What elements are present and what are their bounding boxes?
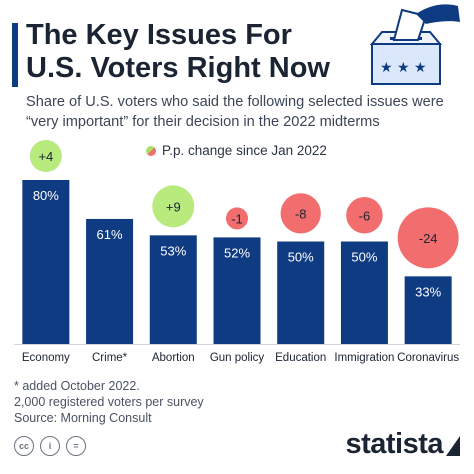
statista-logo[interactable]: statista <box>345 428 460 461</box>
footnote-sample: 2,000 registered voters per survey <box>14 395 204 409</box>
cc-icon[interactable]: cc <box>14 436 34 456</box>
change-bubble <box>152 185 195 228</box>
change-bubble <box>397 207 459 269</box>
page-subtitle: Share of U.S. voters who said the follow… <box>26 94 444 130</box>
bar-value-label: 80% <box>33 188 59 203</box>
bar-value-label: 33% <box>415 284 441 299</box>
change-bubble <box>226 207 248 230</box>
change-label: -6 <box>359 208 371 223</box>
category-label: Gun policy <box>210 352 265 364</box>
brand-name: statista <box>345 428 443 460</box>
change-label: +9 <box>166 199 181 214</box>
change-label: -8 <box>295 206 307 221</box>
bar-value-label: 50% <box>288 250 314 265</box>
bar <box>277 241 325 344</box>
change-label: -1 <box>231 211 243 226</box>
change-bubble <box>29 140 62 172</box>
change-bubble <box>346 197 383 234</box>
chart-legend: P.p. change since Jan 2022 <box>146 143 327 158</box>
bar-value-label: 52% <box>224 245 250 260</box>
legend-change-icon <box>146 145 156 156</box>
license-icons: cc i = <box>14 436 86 456</box>
no-derivatives-icon[interactable]: = <box>66 436 86 456</box>
footnote-source: Source: Morning Consult <box>14 411 152 425</box>
footnote-added: * added October 2022. <box>14 379 140 393</box>
bar-value-label: 50% <box>351 250 377 265</box>
category-label: Coronavirus <box>397 352 459 364</box>
bar <box>340 241 388 344</box>
category-label: Economy <box>22 352 70 364</box>
ballot-box-icon: ★ ★ ★ <box>369 4 460 85</box>
change-label: +4 <box>38 149 53 164</box>
change-label: -24 <box>419 231 438 246</box>
title-accent-bar <box>12 23 18 87</box>
bar <box>404 276 452 344</box>
svg-text:★ ★ ★: ★ ★ ★ <box>380 60 427 76</box>
bar <box>22 180 70 344</box>
category-label: Abortion <box>152 352 195 364</box>
bar <box>86 218 134 344</box>
page-title: The Key Issues For U.S. Voters Right Now <box>26 19 330 84</box>
bar <box>149 235 197 344</box>
category-label: Education <box>275 352 326 364</box>
brand-mark-icon <box>446 436 460 456</box>
attribution-icon[interactable]: i <box>40 436 60 456</box>
bar-value-label: 53% <box>160 243 186 258</box>
footnotes: * added October 2022. 2,000 registered v… <box>14 378 204 426</box>
category-label: Immigration <box>334 352 394 364</box>
category-label: Crime* <box>92 352 128 364</box>
legend-label: P.p. change since Jan 2022 <box>162 143 327 158</box>
change-bubble <box>280 193 321 234</box>
bar-value-label: 61% <box>97 227 123 242</box>
bar <box>213 237 261 344</box>
